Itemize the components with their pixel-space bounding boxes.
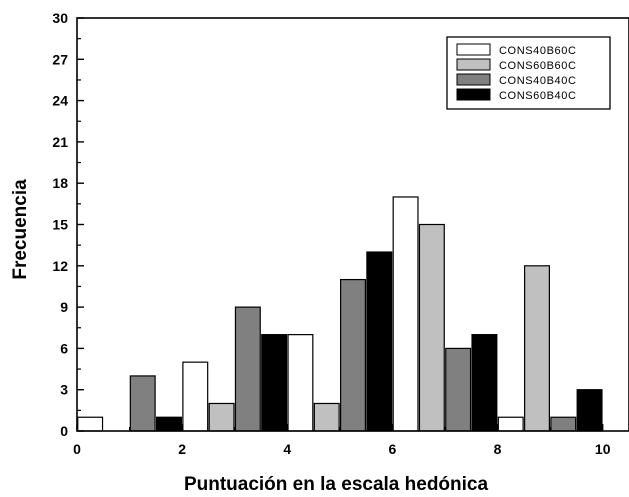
bar-series4-1 xyxy=(261,334,288,432)
bar-series1-3 xyxy=(392,196,419,432)
legend-swatch-1 xyxy=(456,43,491,56)
x-tick-label-3: 6 xyxy=(389,441,397,457)
legend-label-4: CONS60B40C xyxy=(499,90,577,102)
bar-series3-1 xyxy=(234,306,261,432)
legend-label-1: CONS40B60C xyxy=(499,45,577,57)
y-tick-label-9: 27 xyxy=(52,51,68,67)
y-tick-label-5: 15 xyxy=(52,217,68,233)
y-axis-title: Frecuencia xyxy=(10,179,31,280)
y-tick-label-7: 21 xyxy=(52,134,68,150)
bar-series3-3 xyxy=(445,347,472,432)
x-tick-label-4: 8 xyxy=(494,441,502,457)
y-tick-label-2: 6 xyxy=(60,340,68,356)
legend-swatch-2 xyxy=(456,58,491,71)
legend-swatch-3 xyxy=(456,73,491,86)
bar-series1-1 xyxy=(182,361,209,432)
x-tick-label-5: 10 xyxy=(595,441,611,457)
legend-label-2: CONS60B60C xyxy=(499,60,577,72)
bars-layer xyxy=(77,196,603,432)
bar-series1-0 xyxy=(77,416,104,432)
x-tick-label-1: 2 xyxy=(178,441,186,457)
x-tick-label-2: 4 xyxy=(283,441,291,457)
bar-series4-4 xyxy=(576,389,603,432)
y-tick-label-4: 12 xyxy=(52,258,68,274)
y-tick-label-3: 9 xyxy=(60,299,68,315)
legend-label-3: CONS40B40C xyxy=(499,75,577,87)
x-axis-title: Puntuación en la escala hedónica xyxy=(184,474,489,495)
bar-series2-1 xyxy=(313,402,340,432)
bar-series2-0 xyxy=(208,402,235,432)
bar-series1-2 xyxy=(287,334,314,432)
y-tick-label-6: 18 xyxy=(52,175,68,191)
y-tick-label-0: 0 xyxy=(60,423,68,439)
bar-series4-0 xyxy=(156,416,182,432)
legend: CONS40B60C CONS60B60C CONS40B40C CONS60B40C xyxy=(446,36,611,110)
bar-series3-2 xyxy=(340,278,366,432)
bar-series3-0 xyxy=(129,375,156,432)
bar-series2-3 xyxy=(524,265,550,432)
bar-series1-4 xyxy=(497,416,524,432)
bar-series3-4 xyxy=(550,416,577,432)
y-tick-label-10: 30 xyxy=(52,10,68,26)
bar-series4-2 xyxy=(366,251,393,432)
y-tick-label-8: 24 xyxy=(52,93,68,109)
y-tick-label-1: 3 xyxy=(60,382,68,398)
bar-series4-3 xyxy=(471,334,498,432)
bar-series2-2 xyxy=(418,223,445,432)
legend-swatch-4 xyxy=(456,88,491,101)
x-tick-label-0: 0 xyxy=(73,441,81,457)
